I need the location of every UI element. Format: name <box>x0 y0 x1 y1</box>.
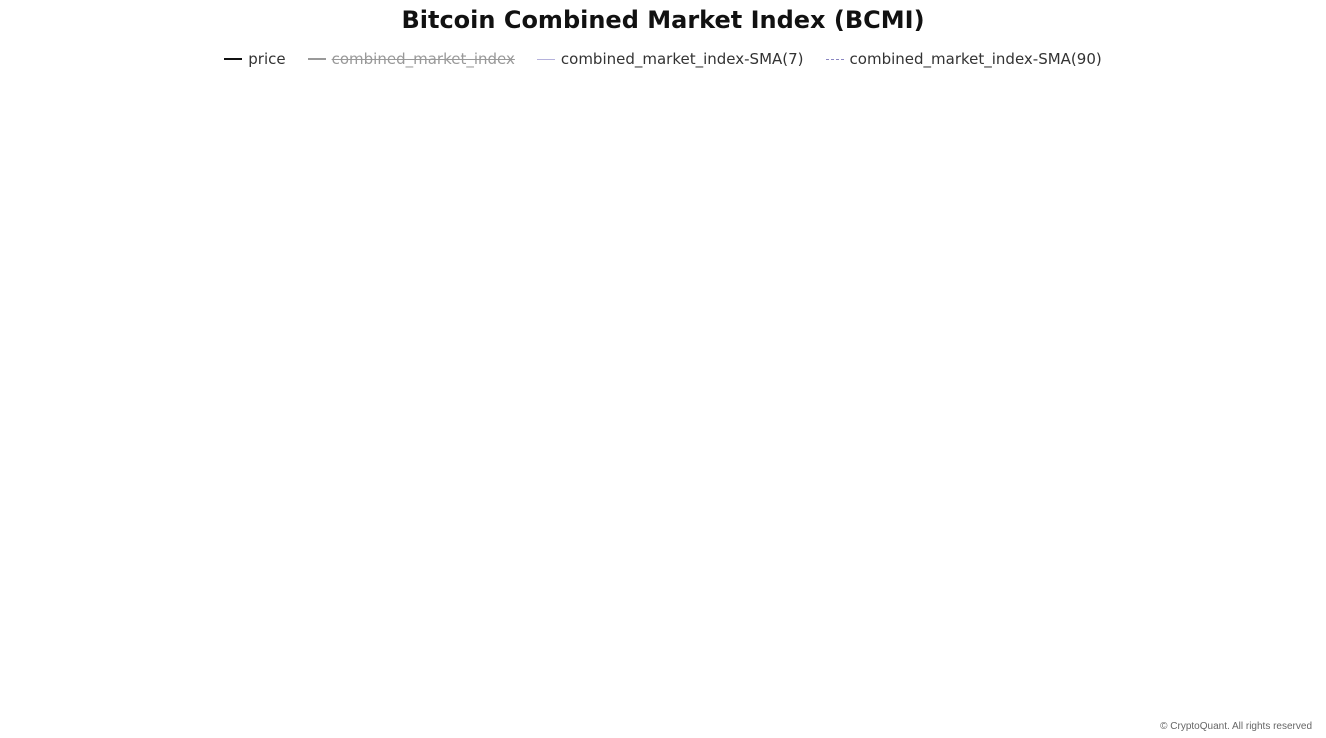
zone-band <box>52 578 1262 678</box>
series-line-price <box>67 122 1264 599</box>
x-tick-label: 2023 <box>768 693 795 707</box>
legend-swatch <box>307 58 326 60</box>
x-tick-label: 2026 <box>1207 693 1234 707</box>
legend-item-combined-market-index[interactable]: combined_market_index <box>307 50 515 68</box>
legend-item-sma7[interactable]: combined_market_index-SMA(7) <box>536 50 804 68</box>
left-tick-label: 0.2 <box>11 538 31 554</box>
right-tick-label: 20K <box>1280 356 1307 373</box>
x-tick-label: 2025 <box>1060 693 1087 707</box>
left-tick-label: 0.6 <box>11 273 31 289</box>
legend-label: price <box>248 50 286 68</box>
legend-label: combined_market_index-SMA(7) <box>560 50 804 68</box>
right-tick-label: 2K <box>1280 671 1298 688</box>
x-tick-label: 2020 <box>329 693 356 707</box>
right-tick-label: 80K <box>1280 166 1307 183</box>
legend-label: combined_market_index-SMA(90) <box>849 50 1102 68</box>
left-tick-label: 0.4 <box>11 405 31 421</box>
copyright: © CryptoQuant. All rights reserved <box>1160 721 1312 732</box>
series-line-combined-market-index-sma-7- <box>67 114 1264 627</box>
right-tick-label: 10K <box>1280 451 1307 468</box>
series-line-combined-market-index-sma-90- <box>67 134 1264 586</box>
left-tick-label: 0.8 <box>11 140 31 156</box>
legend-swatch <box>825 58 844 60</box>
zone-band <box>52 88 1262 182</box>
legend-item-sma90[interactable]: combined_market_index-SMA(90) <box>825 50 1102 68</box>
legend-item-price[interactable]: price <box>224 50 286 68</box>
legend-swatch <box>536 58 555 60</box>
right-tick-label: 60K <box>1280 206 1307 223</box>
right-tick-label: 4K <box>1280 576 1298 593</box>
legend-swatch <box>224 58 243 60</box>
x-tick-label: 2024 <box>914 693 941 707</box>
x-tick-label: 2022 <box>622 693 649 707</box>
x-tick-label: 2021 <box>475 693 502 707</box>
legend: price combined_market_index combined_mar… <box>0 50 1326 68</box>
reference-line-label: 0.5 <box>60 334 74 345</box>
right-tick-label: 100K <box>1280 136 1315 153</box>
x-tick-label: 2019 <box>183 693 210 707</box>
left-tick-label: 0 <box>22 670 30 686</box>
right-tick-label: 6K <box>1280 521 1298 538</box>
chart-title: Bitcoin Combined Market Index (BCMI) <box>401 6 925 34</box>
right-tick-label: 40K <box>1280 261 1307 278</box>
right-tick-label: 8K <box>1280 481 1298 498</box>
watermark: CryptoQuant <box>535 356 784 405</box>
legend-label: combined_market_index <box>331 50 515 68</box>
